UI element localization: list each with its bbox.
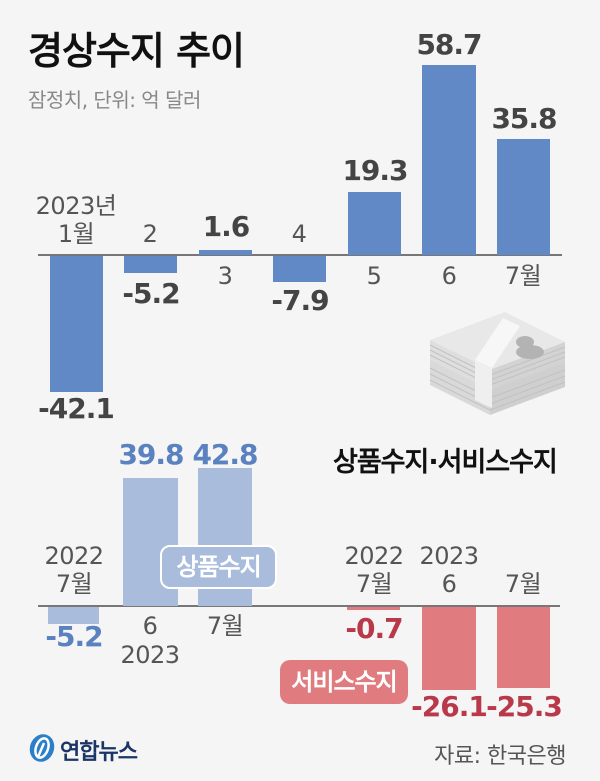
goods-label-2022: 2022 [44, 542, 104, 570]
value-apr: -7.9 [271, 284, 329, 317]
label-apr: 4 [291, 220, 307, 248]
value-feb: -5.2 [122, 277, 180, 310]
goods-value-2022-jul: -5.2 [45, 620, 103, 653]
services-bar-2022-jul [347, 607, 400, 610]
yonhap-logo-text: 연합뉴스 [60, 740, 138, 765]
label-jan-month: 1월 [57, 220, 95, 248]
value-may: 19.3 [342, 154, 408, 187]
services-value-2023-jul: -25.3 [486, 690, 563, 723]
services-label-2022: 2022 [344, 542, 404, 570]
services-label-2023: 2023 [419, 542, 479, 570]
goods-label-jul-2022: 7월 [55, 570, 93, 598]
services-value-2023-jun: -26.1 [411, 690, 488, 723]
goods-value-2023-jun: 39.8 [118, 438, 184, 471]
bar-feb [124, 256, 177, 273]
services-label-jul-2022: 7월 [355, 570, 393, 598]
yonhap-logo: 연합뉴스 [28, 733, 138, 767]
bar-mar [199, 250, 252, 255]
services-legend-pill: 서비스수지 [280, 660, 408, 704]
source-credit: 자료: 한국은행 [434, 744, 566, 769]
goods-label-jun: 6 [142, 612, 158, 640]
value-jun: 58.7 [416, 28, 482, 61]
goods-bar-2022-jul [48, 607, 99, 624]
label-jun: 6 [441, 262, 457, 290]
goods-legend-pill: 상품수지 [160, 545, 277, 589]
value-jul: 35.8 [491, 102, 557, 135]
services-value-2022-jul: -0.7 [345, 612, 403, 645]
goods-value-2023-jul: 42.8 [192, 438, 258, 471]
bottom-baseline [38, 605, 560, 607]
bar-jun [422, 65, 476, 255]
label-may: 5 [366, 262, 382, 290]
value-mar: 1.6 [202, 210, 251, 243]
section-title-goods-services: 상품수지·서비스수지 [333, 447, 558, 478]
money-stack-icon [420, 310, 580, 420]
top-baseline [38, 254, 562, 256]
yonhap-globe-icon [28, 733, 56, 767]
bar-jan [50, 256, 103, 392]
chart-subtitle: 잠정치, 단위: 억 달러 [28, 88, 201, 112]
label-jan-year: 2023년 [35, 192, 117, 220]
label-jul: 7월 [504, 262, 542, 290]
label-mar: 3 [217, 262, 233, 290]
services-label-jun: 6 [441, 570, 457, 598]
label-feb: 2 [142, 220, 158, 248]
services-bar-2023-jul [497, 607, 550, 688]
chart-title: 경상수지 추이 [28, 29, 245, 73]
bar-jul [497, 139, 550, 255]
services-bar-2023-jun [422, 607, 476, 690]
goods-label-jul-2023: 7월 [206, 612, 244, 640]
goods-label-2023: 2023 [120, 641, 180, 669]
bar-apr [273, 256, 326, 282]
value-jan: -42.1 [38, 392, 115, 425]
bar-may [348, 192, 401, 255]
services-label-jul-2023: 7월 [504, 570, 542, 598]
